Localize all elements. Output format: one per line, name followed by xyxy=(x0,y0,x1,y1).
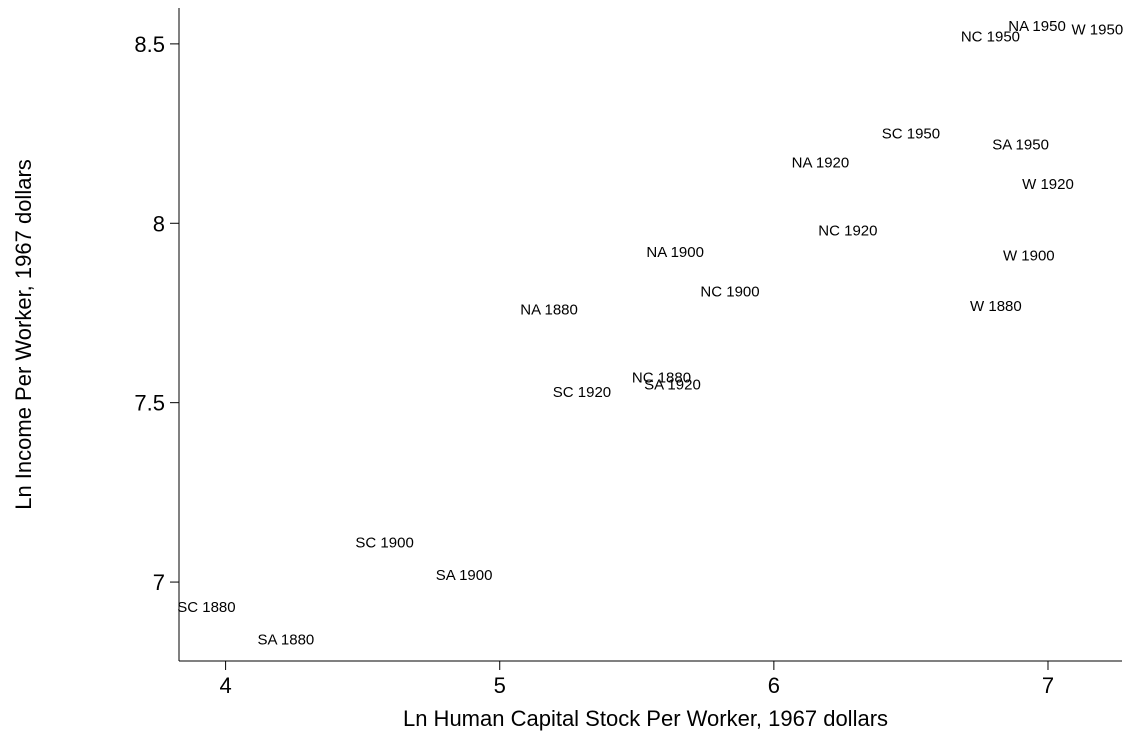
point-label: NC 1900 xyxy=(700,283,759,300)
point-label: SA 1900 xyxy=(436,567,493,584)
y-axis-title: Ln Income Per Worker, 1967 dollars xyxy=(11,159,36,510)
point-label: SA 1880 xyxy=(258,631,315,648)
y-tick-label: 8.5 xyxy=(134,32,165,57)
y-tick-label: 7.5 xyxy=(134,391,165,416)
point-label: W 1900 xyxy=(1003,248,1055,265)
point-label: SA 1950 xyxy=(992,136,1049,153)
point-labels: SC 1880 SA 1880 SC 1900 SA 1900 NA 1880 SC 19… xyxy=(177,18,1123,649)
point-label: SC 1920 xyxy=(553,384,611,401)
point-label: W 1950 xyxy=(1071,22,1123,39)
x-tick-label: 5 xyxy=(494,673,506,698)
point-label: NA 1920 xyxy=(792,154,850,171)
x-axis-title: Ln Human Capital Stock Per Worker, 1967 … xyxy=(403,706,888,731)
point-label: SA 1920 xyxy=(644,377,701,394)
x-tick-label: 6 xyxy=(768,673,780,698)
y-tick-label: 7 xyxy=(153,570,165,595)
point-label: NC 1880 xyxy=(632,370,691,387)
axes xyxy=(178,8,1122,662)
x-tick-label: 7 xyxy=(1042,673,1054,698)
point-label: NA 1950 xyxy=(1008,18,1066,35)
point-label: NA 1900 xyxy=(646,244,704,261)
point-label: NC 1920 xyxy=(818,222,877,239)
point-label: NC 1950 xyxy=(961,29,1020,46)
point-label: SC 1950 xyxy=(882,126,940,143)
point-label: NA 1880 xyxy=(520,301,578,318)
point-label: W 1920 xyxy=(1022,176,1074,193)
axis-ticks: 4 5 6 7 7 7.5 8 8.5 xyxy=(134,32,1054,698)
x-tick-label: 4 xyxy=(219,673,231,698)
point-label: W 1880 xyxy=(970,298,1022,315)
point-label: SC 1900 xyxy=(355,535,413,552)
y-tick-label: 8 xyxy=(153,211,165,236)
point-label: SC 1880 xyxy=(177,599,235,616)
